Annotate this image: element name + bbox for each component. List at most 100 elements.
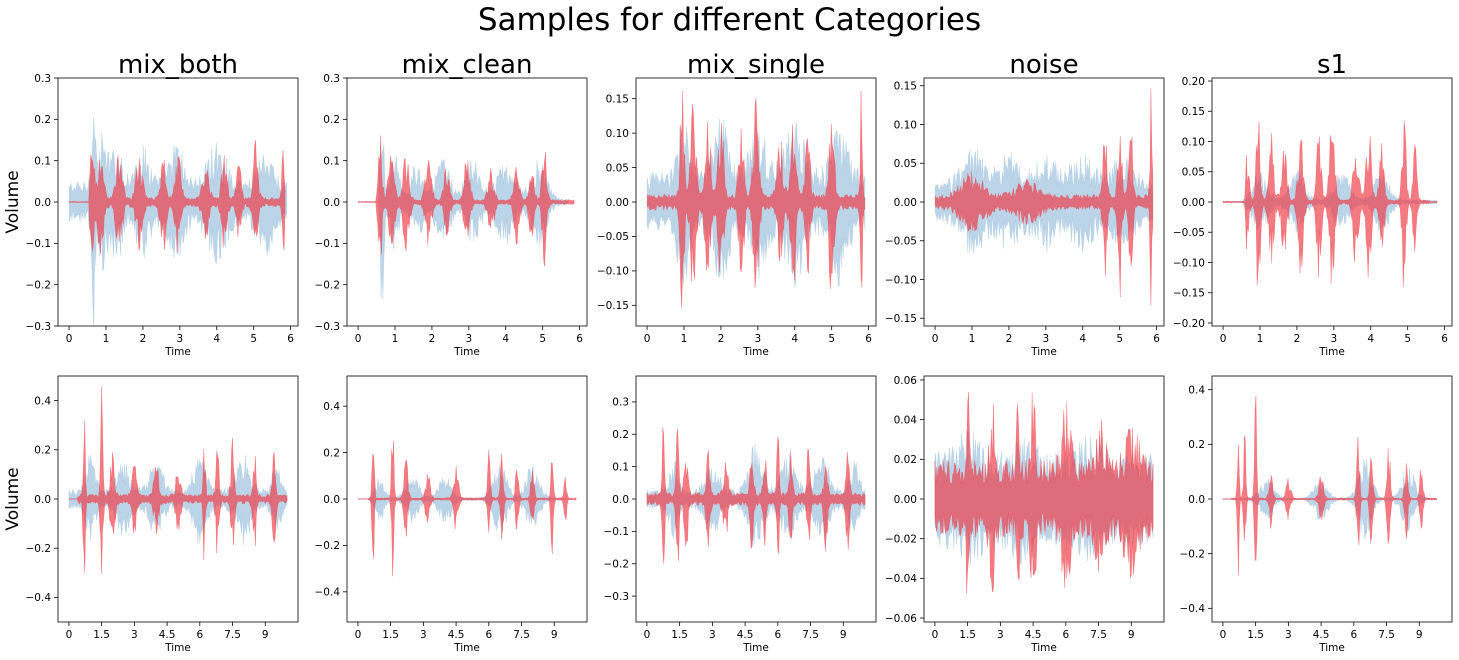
y-tick-label: 0.4 [34, 395, 51, 407]
x-tick-label: 6 [576, 333, 583, 345]
y-tick-label: 0.2 [34, 114, 51, 126]
y-tick-label: 0.10 [1182, 136, 1205, 148]
y-tick-label: 0.15 [894, 81, 917, 93]
y-tick-label: 0.0 [323, 197, 340, 209]
y-tick-label: 0.3 [612, 397, 629, 409]
subplot-p1-3: 0 1.5 3 4.5 6 7.5 9 −0.06 −0.04 −0.02 0.00 0.02 0.04… [885, 375, 1165, 654]
y-tick-label: 0.05 [894, 158, 917, 170]
subplot-title: mix_both [118, 50, 238, 80]
x-tick-label: 1 [681, 333, 688, 345]
y-tick-label: 0.00 [1182, 197, 1205, 209]
x-tick-label: 7.5 [1090, 629, 1107, 641]
x-tick-label: 3 [1331, 333, 1338, 345]
y-tick-label: 0.2 [323, 447, 340, 459]
subplot-title: noise [1009, 50, 1078, 80]
y-tick-label: 0.15 [1182, 106, 1205, 118]
x-tick-label: 3 [709, 629, 716, 641]
x-tick-label: 5 [539, 333, 546, 345]
y-tick-label: 0.3 [34, 73, 51, 85]
subplot-p1-1: 0 1.5 3 4.5 6 7.5 9 −0.4 −0.2 0.0 0.2 0.4 Time [315, 375, 588, 654]
y-tick-label: −0.2 [315, 540, 341, 552]
x-tick-label: 4 [502, 333, 509, 345]
subplot-p0-3: 0 1 2 3 4 5 6 −0.15 −0.10 −0.05 0.00 0.05 0.10 0.15 Ti… [885, 50, 1165, 358]
subplot-p1-0: 0 1.5 3 4.5 6 7.5 9 −0.4 −0.2 0.0 0.2 0.4 Time Volume [3, 375, 299, 654]
y-tick-label: −0.1 [315, 238, 341, 250]
x-axis-label: Time [742, 642, 769, 654]
x-axis-label: Time [164, 346, 191, 358]
y-tick-label: −0.04 [885, 573, 917, 585]
x-tick-label: 5 [1404, 333, 1411, 345]
y-tick-label: −0.2 [26, 543, 52, 555]
y-tick-label: 0.4 [323, 401, 340, 413]
y-tick-label: −0.2 [26, 279, 52, 291]
subplot-p0-0: 0 1 2 3 4 5 6 −0.3 −0.2 −0.1 0.0 0.1 0.2 0.3 Time Volum… [3, 50, 299, 358]
y-tick-label: −0.2 [315, 279, 341, 291]
y-tick-label: 0.2 [612, 429, 629, 441]
y-tick-label: 0.2 [1188, 439, 1205, 451]
y-tick-label: 0.2 [34, 445, 51, 457]
y-tick-label: 0.0 [34, 494, 51, 506]
x-tick-label: 3 [466, 333, 473, 345]
x-tick-label: 6 [1441, 333, 1448, 345]
subplot-p1-2: 0 1.5 3 4.5 6 7.5 9 −0.3 −0.2 −0.1 0.0 0.1 0.2 0.3 Tim… [604, 375, 877, 654]
x-tick-label: 3 [755, 333, 762, 345]
x-tick-label: 9 [1416, 629, 1423, 641]
x-tick-label: 4 [1367, 333, 1374, 345]
y-tick-label: −0.02 [885, 533, 917, 545]
x-tick-label: 1 [392, 333, 399, 345]
x-axis-label: Time [453, 346, 480, 358]
y-tick-label: −0.05 [885, 236, 917, 248]
subplot-title: s1 [1317, 50, 1347, 80]
waveform-series-b-p1-2 [646, 427, 866, 565]
x-axis-label: Time [1030, 346, 1057, 358]
x-tick-label: 4.5 [1313, 629, 1330, 641]
x-axis-label: Time [1318, 346, 1345, 358]
x-tick-label: 4 [791, 333, 798, 345]
subplot-p0-4: 0 1 2 3 4 5 6 −0.20 −0.15 −0.10 −0.05 0.00 0.05 0.10 0… [1173, 50, 1453, 358]
x-tick-label: 6 [865, 333, 872, 345]
y-axis-label: Volume [3, 170, 23, 233]
x-tick-label: 1.5 [959, 629, 976, 641]
y-tick-label: 0.20 [1182, 76, 1205, 88]
y-tick-label: 0.06 [894, 375, 918, 387]
x-tick-label: 1 [103, 333, 110, 345]
subplot-title: mix_single [687, 50, 825, 80]
x-tick-label: 4 [213, 333, 220, 345]
x-tick-label: 2 [1294, 333, 1301, 345]
y-tick-label: 0.15 [606, 93, 629, 105]
x-tick-label: 6 [774, 629, 781, 641]
x-tick-label: 1.5 [382, 629, 399, 641]
subplot-p0-1: 0 1 2 3 4 5 6 −0.3 −0.2 −0.1 0.0 0.1 0.2 0.3 Time mix_c… [315, 50, 588, 358]
x-axis-label: Time [1318, 642, 1345, 654]
y-tick-label: 0.0 [323, 494, 340, 506]
y-tick-label: 0.04 [894, 414, 918, 426]
x-tick-label: 0 [932, 629, 939, 641]
figure-title: Samples for different Categories [477, 2, 982, 38]
waveform-series-b-p0-3 [934, 88, 1154, 306]
x-axis-label: Time [164, 642, 191, 654]
x-tick-label: 7.5 [802, 629, 819, 641]
x-tick-label: 3 [131, 629, 138, 641]
x-tick-label: 2 [718, 333, 725, 345]
y-tick-label: 0.0 [34, 197, 51, 209]
x-tick-label: 6 [1350, 629, 1357, 641]
x-tick-label: 2 [429, 333, 436, 345]
waveform-series-b-p1-3 [934, 392, 1154, 594]
y-tick-label: −0.2 [604, 559, 630, 571]
x-tick-label: 2 [1006, 333, 1013, 345]
y-tick-label: 0.1 [323, 155, 340, 167]
waveform-series-b-p0-0 [68, 140, 286, 255]
y-tick-label: −0.10 [885, 274, 917, 286]
y-tick-label: 0.10 [894, 119, 917, 131]
y-tick-label: −0.15 [1173, 288, 1205, 300]
x-tick-label: 0 [1220, 629, 1227, 641]
y-tick-label: −0.4 [1180, 603, 1206, 615]
y-tick-label: −0.2 [1180, 548, 1206, 560]
y-tick-label: 0.1 [612, 461, 629, 473]
x-tick-label: 6 [1153, 333, 1160, 345]
subplot-p1-4: 0 1.5 3 4.5 6 7.5 9 −0.4 −0.2 0.0 0.2 0.4 Time [1180, 375, 1453, 654]
x-tick-label: 6 [485, 629, 492, 641]
y-tick-label: −0.10 [1173, 257, 1205, 269]
x-tick-label: 1.5 [1247, 629, 1264, 641]
x-tick-label: 4.5 [448, 629, 465, 641]
